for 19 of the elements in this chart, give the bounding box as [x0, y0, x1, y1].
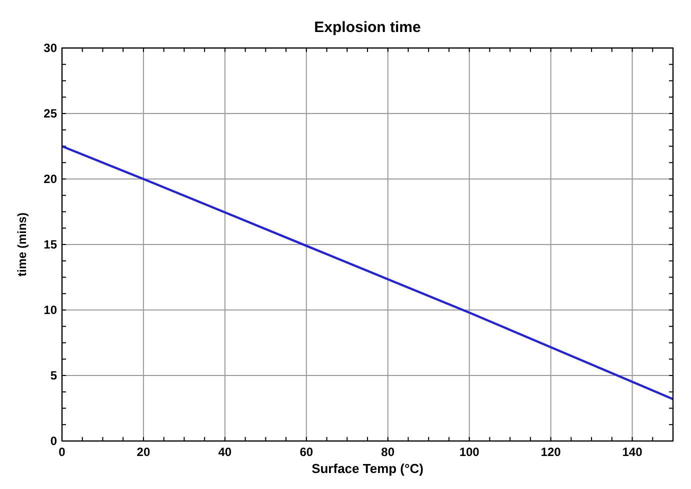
- y-axis-title: time (mins): [15, 212, 29, 277]
- y-tick-label: 0: [50, 434, 58, 448]
- x-tick-label: 80: [381, 445, 395, 459]
- x-tick-label: 20: [136, 445, 150, 459]
- y-tick-label: 10: [44, 303, 58, 317]
- x-tick-label: 100: [459, 445, 480, 459]
- x-tick-label: 40: [218, 445, 232, 459]
- chart-title: Explosion time: [314, 19, 421, 36]
- y-tick-label: 15: [44, 238, 58, 252]
- line-series: [60, 145, 674, 400]
- x-tick-label: 60: [300, 445, 314, 459]
- x-tick-label: 120: [540, 445, 562, 459]
- x-tick-label: 140: [622, 445, 643, 459]
- y-tick-label: 5: [50, 368, 58, 382]
- x-axis-title: Surface Temp (°C): [312, 461, 424, 476]
- y-tick-label: 25: [44, 106, 58, 120]
- y-tick-label: 30: [44, 41, 58, 55]
- y-tick-label: 20: [44, 172, 58, 186]
- x-tick-label: 0: [58, 445, 66, 459]
